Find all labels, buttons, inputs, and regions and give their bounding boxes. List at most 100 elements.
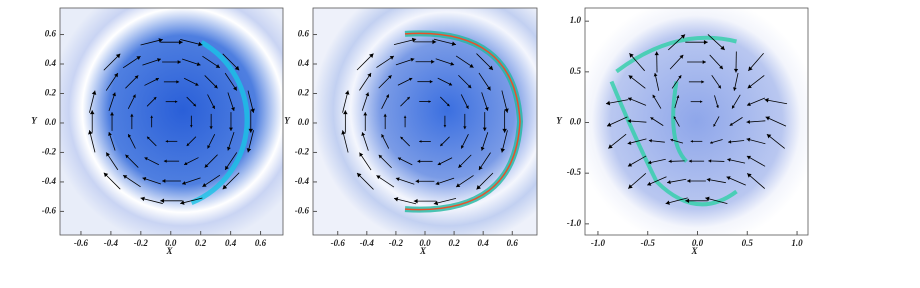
x-axis-label: X (419, 246, 427, 256)
y-axis-label: Y (556, 116, 563, 126)
arrow-head (144, 157, 148, 161)
arrow-head (647, 181, 652, 186)
arrow-head (163, 159, 167, 163)
arrow-head (160, 198, 165, 204)
arrow-head (125, 154, 130, 159)
y-tick-label: 0.6 (298, 29, 310, 39)
arrow-head (376, 175, 381, 180)
field-image (585, 8, 808, 235)
arrow-head (195, 82, 199, 86)
arrow-head (406, 96, 410, 100)
arrow-head (132, 94, 136, 98)
arrow-head (628, 97, 632, 102)
panel: -1.0 -0.5 0.0 0.5 1.0 1.0 0.5 0.0 -0.5 -1.0 X Y (556, 7, 809, 256)
arrow-head (204, 163, 209, 168)
arrow-head (413, 198, 418, 204)
arrow-head (685, 198, 690, 204)
arrow-head (627, 119, 632, 124)
arrow-head (428, 100, 431, 103)
arrow-head (710, 141, 713, 144)
arrow-head (198, 41, 203, 47)
arrow-head (227, 146, 231, 151)
arrow-head (410, 57, 415, 62)
arrow-head (627, 162, 633, 167)
arrow-head (650, 117, 654, 121)
arrow-head (679, 54, 684, 59)
arrow-head (705, 196, 710, 202)
arrow-head (690, 139, 693, 143)
arrow-head (123, 175, 128, 179)
arrow-head (229, 127, 233, 131)
arrow-head (713, 123, 716, 127)
arrow-head (450, 61, 455, 66)
arrow-head (108, 132, 112, 136)
arrow-head (357, 173, 362, 178)
arrow-head (400, 136, 404, 140)
x-tick-label: 0.2 (448, 238, 460, 248)
panel: -0.6 -0.4 -0.2 0.0 0.2 0.4 0.6 0.6 0.4 0.2 0.0 -0.2… (284, 7, 538, 256)
arrow-head (250, 108, 255, 113)
y-tick-label: 0.2 (298, 88, 310, 98)
arrow-head (467, 84, 472, 89)
arrow-head (189, 125, 193, 128)
arrow-head (155, 78, 159, 82)
front (404, 32, 521, 211)
x-tick-label: -0.2 (389, 238, 404, 248)
arrow-head (628, 75, 633, 80)
arrow-head (150, 115, 154, 118)
arrow-head (747, 173, 752, 178)
arrow-head (482, 127, 487, 131)
arrow-head (469, 63, 474, 68)
arrow-head (688, 159, 692, 163)
arrow-head (234, 65, 240, 71)
arrow-head (627, 140, 632, 145)
arrow-head (202, 183, 207, 187)
arrow-head (437, 162, 442, 166)
arrow-head (429, 80, 433, 84)
x-tick-label: -0.6 (331, 238, 346, 248)
y-tick-label: -0.4 (42, 176, 57, 186)
front (190, 40, 250, 206)
arrow-head (432, 39, 437, 45)
arrow-head (647, 160, 652, 165)
y-axis-label: Y (31, 116, 38, 126)
y-tick-label: -0.2 (42, 147, 57, 157)
x-tick-label: 0.2 (195, 238, 207, 248)
arrow-head (747, 102, 751, 106)
arrow-head (465, 105, 469, 109)
arrow-head (746, 119, 750, 124)
arrow-head (130, 113, 134, 117)
arrow-head (182, 181, 186, 185)
arrow-head (186, 143, 190, 146)
arrow-head (419, 140, 422, 143)
arrow-head (667, 180, 671, 185)
arrow-head (648, 139, 652, 143)
y-tick-label: 0.0 (45, 117, 57, 127)
arrow-head (463, 126, 467, 130)
arrow-head (484, 106, 489, 111)
arrow-head (687, 179, 691, 183)
arrow-head (140, 196, 145, 202)
arrow-head (728, 140, 732, 144)
arrow-head (110, 112, 114, 116)
arrow-head (440, 143, 444, 147)
arrow-head (746, 155, 752, 160)
arrow-head (389, 55, 394, 60)
arrow-head (147, 136, 150, 140)
arrow-head (415, 179, 419, 184)
arrow-head (341, 130, 346, 135)
arrow-head (184, 161, 188, 165)
x-axis-label: X (165, 246, 173, 256)
arrow-head (176, 80, 180, 84)
arrow-head (233, 86, 237, 91)
arrow-head (747, 84, 752, 89)
x-tick-label: 0.6 (507, 238, 519, 248)
arrow-head (764, 98, 769, 103)
arrow-head (665, 200, 670, 205)
arrow-head (700, 100, 703, 104)
y-tick-label: 0.4 (45, 58, 57, 68)
arrow-head (142, 177, 147, 181)
arrow-head (209, 126, 213, 130)
arrow-head (719, 65, 723, 70)
arrow-head (369, 53, 374, 58)
